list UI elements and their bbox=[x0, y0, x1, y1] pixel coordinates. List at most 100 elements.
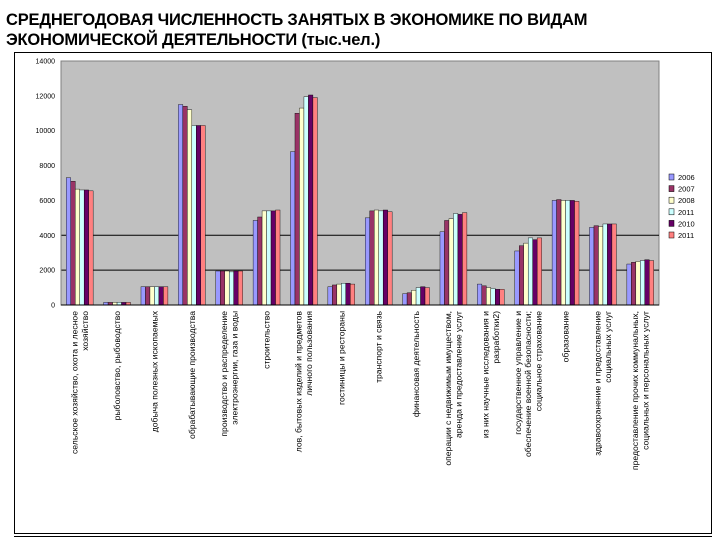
category-label: обеспечение военной безопасности; bbox=[523, 311, 533, 457]
bar bbox=[387, 211, 393, 306]
bar bbox=[574, 201, 580, 306]
bar bbox=[220, 270, 225, 306]
bar bbox=[83, 189, 89, 306]
bar bbox=[233, 270, 239, 306]
bar bbox=[477, 283, 483, 306]
bar bbox=[523, 242, 529, 306]
bar bbox=[145, 286, 151, 306]
bar bbox=[649, 260, 654, 306]
bar bbox=[444, 220, 450, 306]
y-tick-label: 12000 bbox=[36, 93, 56, 100]
bar bbox=[369, 210, 375, 306]
y-tick-label: 6000 bbox=[39, 198, 55, 205]
bar bbox=[215, 270, 221, 306]
bar bbox=[374, 209, 379, 306]
category-label: государственное управление и bbox=[513, 311, 523, 435]
bar bbox=[406, 292, 412, 306]
bar bbox=[182, 106, 188, 306]
bar bbox=[365, 217, 370, 306]
chart-frame: 0 2000 4000 6000 8000 10000 12000 14000 сельское… bbox=[14, 52, 712, 534]
bar bbox=[486, 287, 492, 306]
bar bbox=[499, 289, 505, 306]
bar bbox=[424, 287, 430, 306]
category-label: лов, бытовых изделий и предметов bbox=[294, 311, 304, 453]
bar bbox=[481, 285, 487, 306]
bar bbox=[350, 283, 355, 306]
category-label: социальное страхование bbox=[534, 311, 544, 411]
bar-chart: 0 2000 4000 6000 8000 10000 12000 14000 сельское… bbox=[36, 59, 701, 470]
bar bbox=[252, 220, 258, 306]
category-label: операции с недвижимым имуществом, bbox=[443, 311, 453, 466]
bar bbox=[611, 223, 617, 306]
bar bbox=[569, 200, 575, 306]
bar bbox=[519, 245, 524, 306]
legend-swatch bbox=[668, 196, 675, 204]
legend-label: 2011 bbox=[678, 208, 694, 217]
category-label: личного пользования bbox=[304, 311, 314, 396]
bar bbox=[266, 210, 272, 306]
bar bbox=[420, 286, 426, 306]
bar bbox=[341, 283, 346, 306]
legend-label: 2008 bbox=[678, 196, 695, 205]
bar bbox=[294, 113, 300, 306]
bar bbox=[178, 104, 184, 306]
y-tick-label: 10000 bbox=[36, 128, 56, 135]
bar bbox=[66, 177, 71, 306]
category-label: предоставление прочих коммунальных, bbox=[630, 311, 640, 470]
bar bbox=[411, 289, 417, 306]
bar bbox=[589, 227, 595, 306]
bar bbox=[327, 286, 333, 306]
category-label: электроэнергии, газа и воды bbox=[229, 311, 239, 425]
bar bbox=[495, 289, 500, 306]
bar bbox=[88, 190, 94, 306]
bar bbox=[332, 284, 338, 306]
bar bbox=[635, 261, 641, 306]
category-label: из них научные исследования и bbox=[481, 311, 491, 438]
category-label: здравоохранение и предоставление bbox=[593, 311, 603, 456]
bar bbox=[453, 213, 459, 306]
category-label: аренда и предоставление услуг bbox=[454, 311, 464, 438]
bar bbox=[191, 125, 197, 306]
bar bbox=[631, 262, 637, 306]
bar bbox=[602, 223, 608, 306]
bar bbox=[270, 210, 276, 306]
bar bbox=[640, 260, 645, 306]
bar bbox=[149, 286, 155, 306]
title-line-2: ЭКОНОМИЧЕСКОЙ ДЕЯТЕЛЬНОСТИ bbox=[6, 31, 297, 49]
bar bbox=[402, 293, 408, 306]
title-units: (тыс.чел.) bbox=[301, 31, 381, 49]
bar bbox=[140, 286, 146, 306]
bar bbox=[163, 286, 169, 306]
bar bbox=[439, 231, 445, 306]
y-tick-label: 4000 bbox=[39, 233, 55, 240]
category-label: социальных услуг bbox=[603, 311, 613, 383]
bar bbox=[224, 270, 230, 306]
bar bbox=[532, 239, 538, 306]
legend-label: 2010 bbox=[678, 219, 695, 228]
legend-swatch bbox=[668, 231, 675, 239]
bar bbox=[514, 250, 520, 306]
y-tick-label: 2000 bbox=[39, 268, 55, 275]
bar bbox=[448, 218, 454, 306]
page-title: СРЕДНЕГОДОВАЯ ЧИСЛЕННОСТЬ ЗАНЯТЫХ В ЭКОН… bbox=[6, 10, 712, 50]
legend-label: 2006 bbox=[678, 173, 695, 182]
bar bbox=[490, 288, 496, 306]
category-label: добыча полезных ископаемых bbox=[149, 310, 159, 432]
bar bbox=[382, 209, 388, 306]
bar bbox=[560, 200, 566, 306]
bottom-divider bbox=[14, 536, 712, 537]
category-label: финансовая деятельность bbox=[411, 310, 421, 417]
bar bbox=[378, 210, 384, 306]
category-label: разработки2) bbox=[491, 311, 501, 364]
bar bbox=[336, 283, 342, 306]
category-label: сельское хозяйство, охота и лесное bbox=[70, 311, 80, 454]
category-label: производство и распределение bbox=[219, 311, 229, 437]
bar bbox=[187, 109, 193, 306]
bar bbox=[200, 125, 206, 306]
bar bbox=[527, 237, 533, 306]
category-label: рыболовство, рыбоводство bbox=[112, 311, 122, 421]
legend-label: 2011 bbox=[678, 231, 694, 240]
bar bbox=[154, 286, 160, 306]
bar bbox=[644, 259, 650, 306]
bar bbox=[312, 97, 318, 306]
